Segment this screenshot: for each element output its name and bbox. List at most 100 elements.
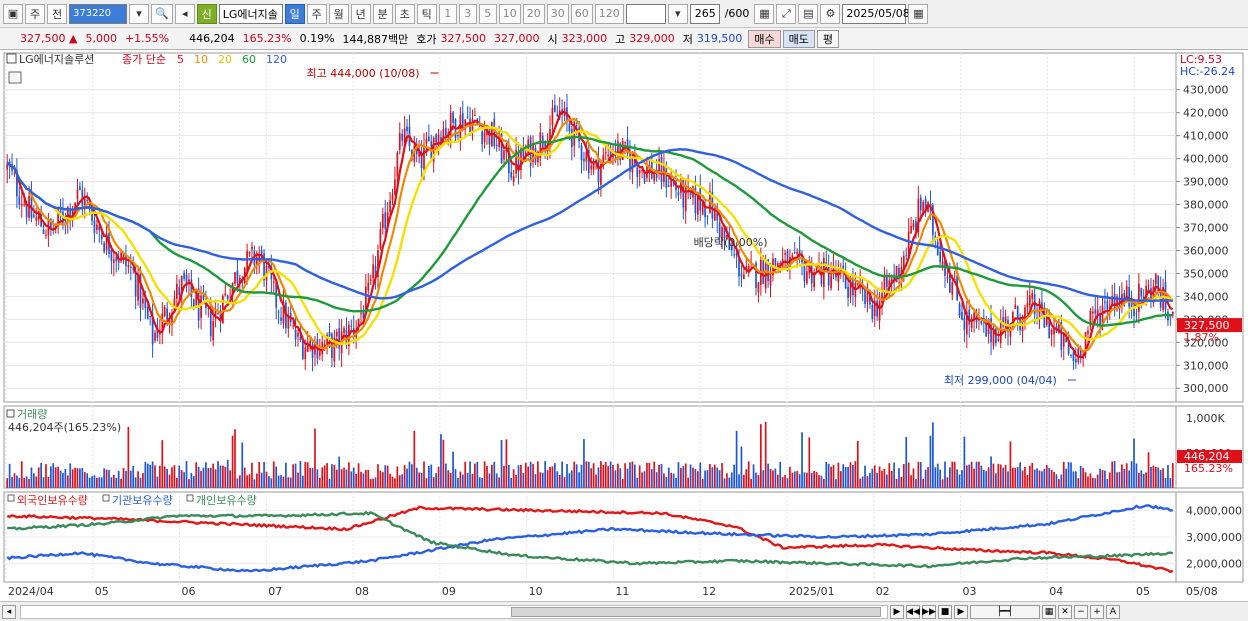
volume-bar <box>997 463 1000 488</box>
x-tick-label: 02 <box>876 585 890 598</box>
interval-5[interactable]: 5 <box>478 3 497 24</box>
count-input[interactable]: 265 <box>689 3 720 24</box>
scroll-thumb[interactable] <box>511 606 881 617</box>
interval-10[interactable]: 10 <box>498 3 521 24</box>
candle-body <box>294 329 297 340</box>
candle-body <box>1065 337 1068 342</box>
cross-icon[interactable]: ✕ <box>1058 604 1072 619</box>
x-tick-label: 03 <box>962 585 976 598</box>
legend-marker <box>7 494 15 502</box>
plus-icon[interactable]: + <box>1090 604 1104 619</box>
step-icon[interactable]: ▶ <box>954 604 968 619</box>
volume-bar <box>747 461 750 488</box>
candle-body <box>386 212 389 227</box>
candle-body <box>723 225 726 238</box>
zoom-slider-icon[interactable]: ┝━┥ <box>970 604 1040 619</box>
date-input[interactable]: 2025/05/08 <box>842 3 910 24</box>
tab-day[interactable]: 일 <box>284 3 305 24</box>
chart-area[interactable]: LG에너지솔루션 종가 단순 5 10 20 60 120 최고 444,000 (10/08… <box>0 50 1248 601</box>
stock-code-input[interactable]: 373220 <box>69 3 127 24</box>
rewind-icon[interactable]: ◀◀ <box>906 604 920 619</box>
volume-bar <box>1084 472 1087 488</box>
candle-body <box>100 235 103 240</box>
candle-body <box>129 266 132 268</box>
volume-bar <box>932 422 934 488</box>
candle-body <box>757 282 760 293</box>
volume-bar <box>42 477 45 488</box>
speaker-icon[interactable]: ◂ <box>174 3 195 24</box>
volume-bar <box>287 477 290 488</box>
volume-bar <box>539 472 542 488</box>
stock-name-field[interactable]: LG에너지솔 <box>218 3 283 24</box>
forward-icon[interactable]: ▶▶ <box>922 604 936 619</box>
volume-bar <box>726 473 728 488</box>
scroll-track[interactable] <box>20 604 888 619</box>
save-icon[interactable]: ▤ <box>798 3 819 24</box>
volume-bar <box>289 477 292 488</box>
tab-tick[interactable]: 틱 <box>416 3 437 24</box>
candle-body <box>200 295 202 318</box>
sell-button[interactable]: 매도 <box>782 29 815 48</box>
candle-body <box>234 272 236 284</box>
stop-icon[interactable]: ■ <box>938 604 952 619</box>
interval-1[interactable]: 1 <box>438 3 457 24</box>
window-icon[interactable]: ▣ <box>3 3 23 24</box>
search-icon[interactable]: 🔍 <box>151 3 173 24</box>
tab-minute[interactable]: 분 <box>372 3 393 24</box>
candle-body <box>682 179 685 208</box>
tool-icon[interactable]: ▦ <box>1042 604 1056 619</box>
expand-icon[interactable]: ⤢ <box>776 3 797 24</box>
candle-body <box>306 342 309 352</box>
tab-year[interactable]: 년 <box>350 3 371 24</box>
candle-body <box>1094 309 1097 314</box>
panel-toggle-icon <box>6 409 15 418</box>
candle-body <box>1031 293 1034 300</box>
candle-body <box>197 288 200 321</box>
play-icon[interactable]: ▶ <box>890 604 904 619</box>
tab-week[interactable]: 주 <box>306 3 327 24</box>
volume-bar <box>488 473 491 488</box>
chart-svg[interactable]: LG에너지솔루션 종가 단순 5 10 20 60 120 최고 444,000 (10/08… <box>0 50 1248 601</box>
volume-bar <box>207 468 210 488</box>
volume-bar <box>76 468 79 488</box>
volume-bar <box>398 475 401 488</box>
minus-icon[interactable]: − <box>1074 604 1088 619</box>
buy-button[interactable]: 매수 <box>748 29 781 48</box>
dropdown-icon[interactable]: ▾ <box>129 3 149 24</box>
tab-second[interactable]: 초 <box>394 3 415 24</box>
candle-body <box>905 254 908 256</box>
calendar-icon[interactable]: ▦ <box>908 3 929 24</box>
flat-button[interactable]: 평 <box>816 29 840 48</box>
volume-bar <box>568 473 571 488</box>
candle-body <box>1101 305 1104 327</box>
volume-bar <box>621 479 624 488</box>
volume-bar <box>74 467 76 488</box>
interval-20[interactable]: 20 <box>522 3 545 24</box>
interval-60[interactable]: 60 <box>570 3 593 24</box>
volume-bar <box>549 466 551 488</box>
interval-30[interactable]: 30 <box>546 3 569 24</box>
period-select[interactable]: 주 <box>25 3 45 24</box>
volume-bar <box>500 440 503 488</box>
tab-month[interactable]: 월 <box>328 3 349 24</box>
candle-body <box>580 145 583 161</box>
gear-icon[interactable]: ⚙ <box>820 3 841 24</box>
interval-120[interactable]: 120 <box>594 3 624 24</box>
candle-body <box>398 133 401 150</box>
custom-interval-input[interactable] <box>625 3 666 24</box>
zoom-icon[interactable]: ▦ <box>754 3 775 24</box>
font-icon[interactable]: A <box>1106 604 1120 619</box>
volume-bar <box>888 463 891 488</box>
volume-bar <box>62 472 64 488</box>
volume-bar <box>495 473 498 488</box>
volume-bar <box>1055 474 1058 488</box>
volume-bar <box>8 463 11 488</box>
volume-bar <box>122 468 125 488</box>
candle-body <box>1113 293 1116 310</box>
candle-body <box>151 313 154 345</box>
chevron-down-icon[interactable]: ▾ <box>667 3 688 24</box>
scrollbar[interactable]: ◂ ▶ ◀◀ ▶▶ ■ ▶ ┝━┥ ▦ ✕ − + A <box>0 601 1248 621</box>
prev-button[interactable]: 전 <box>47 3 67 24</box>
interval-3[interactable]: 3 <box>458 3 477 24</box>
scroll-left-icon[interactable]: ◂ <box>2 604 16 619</box>
